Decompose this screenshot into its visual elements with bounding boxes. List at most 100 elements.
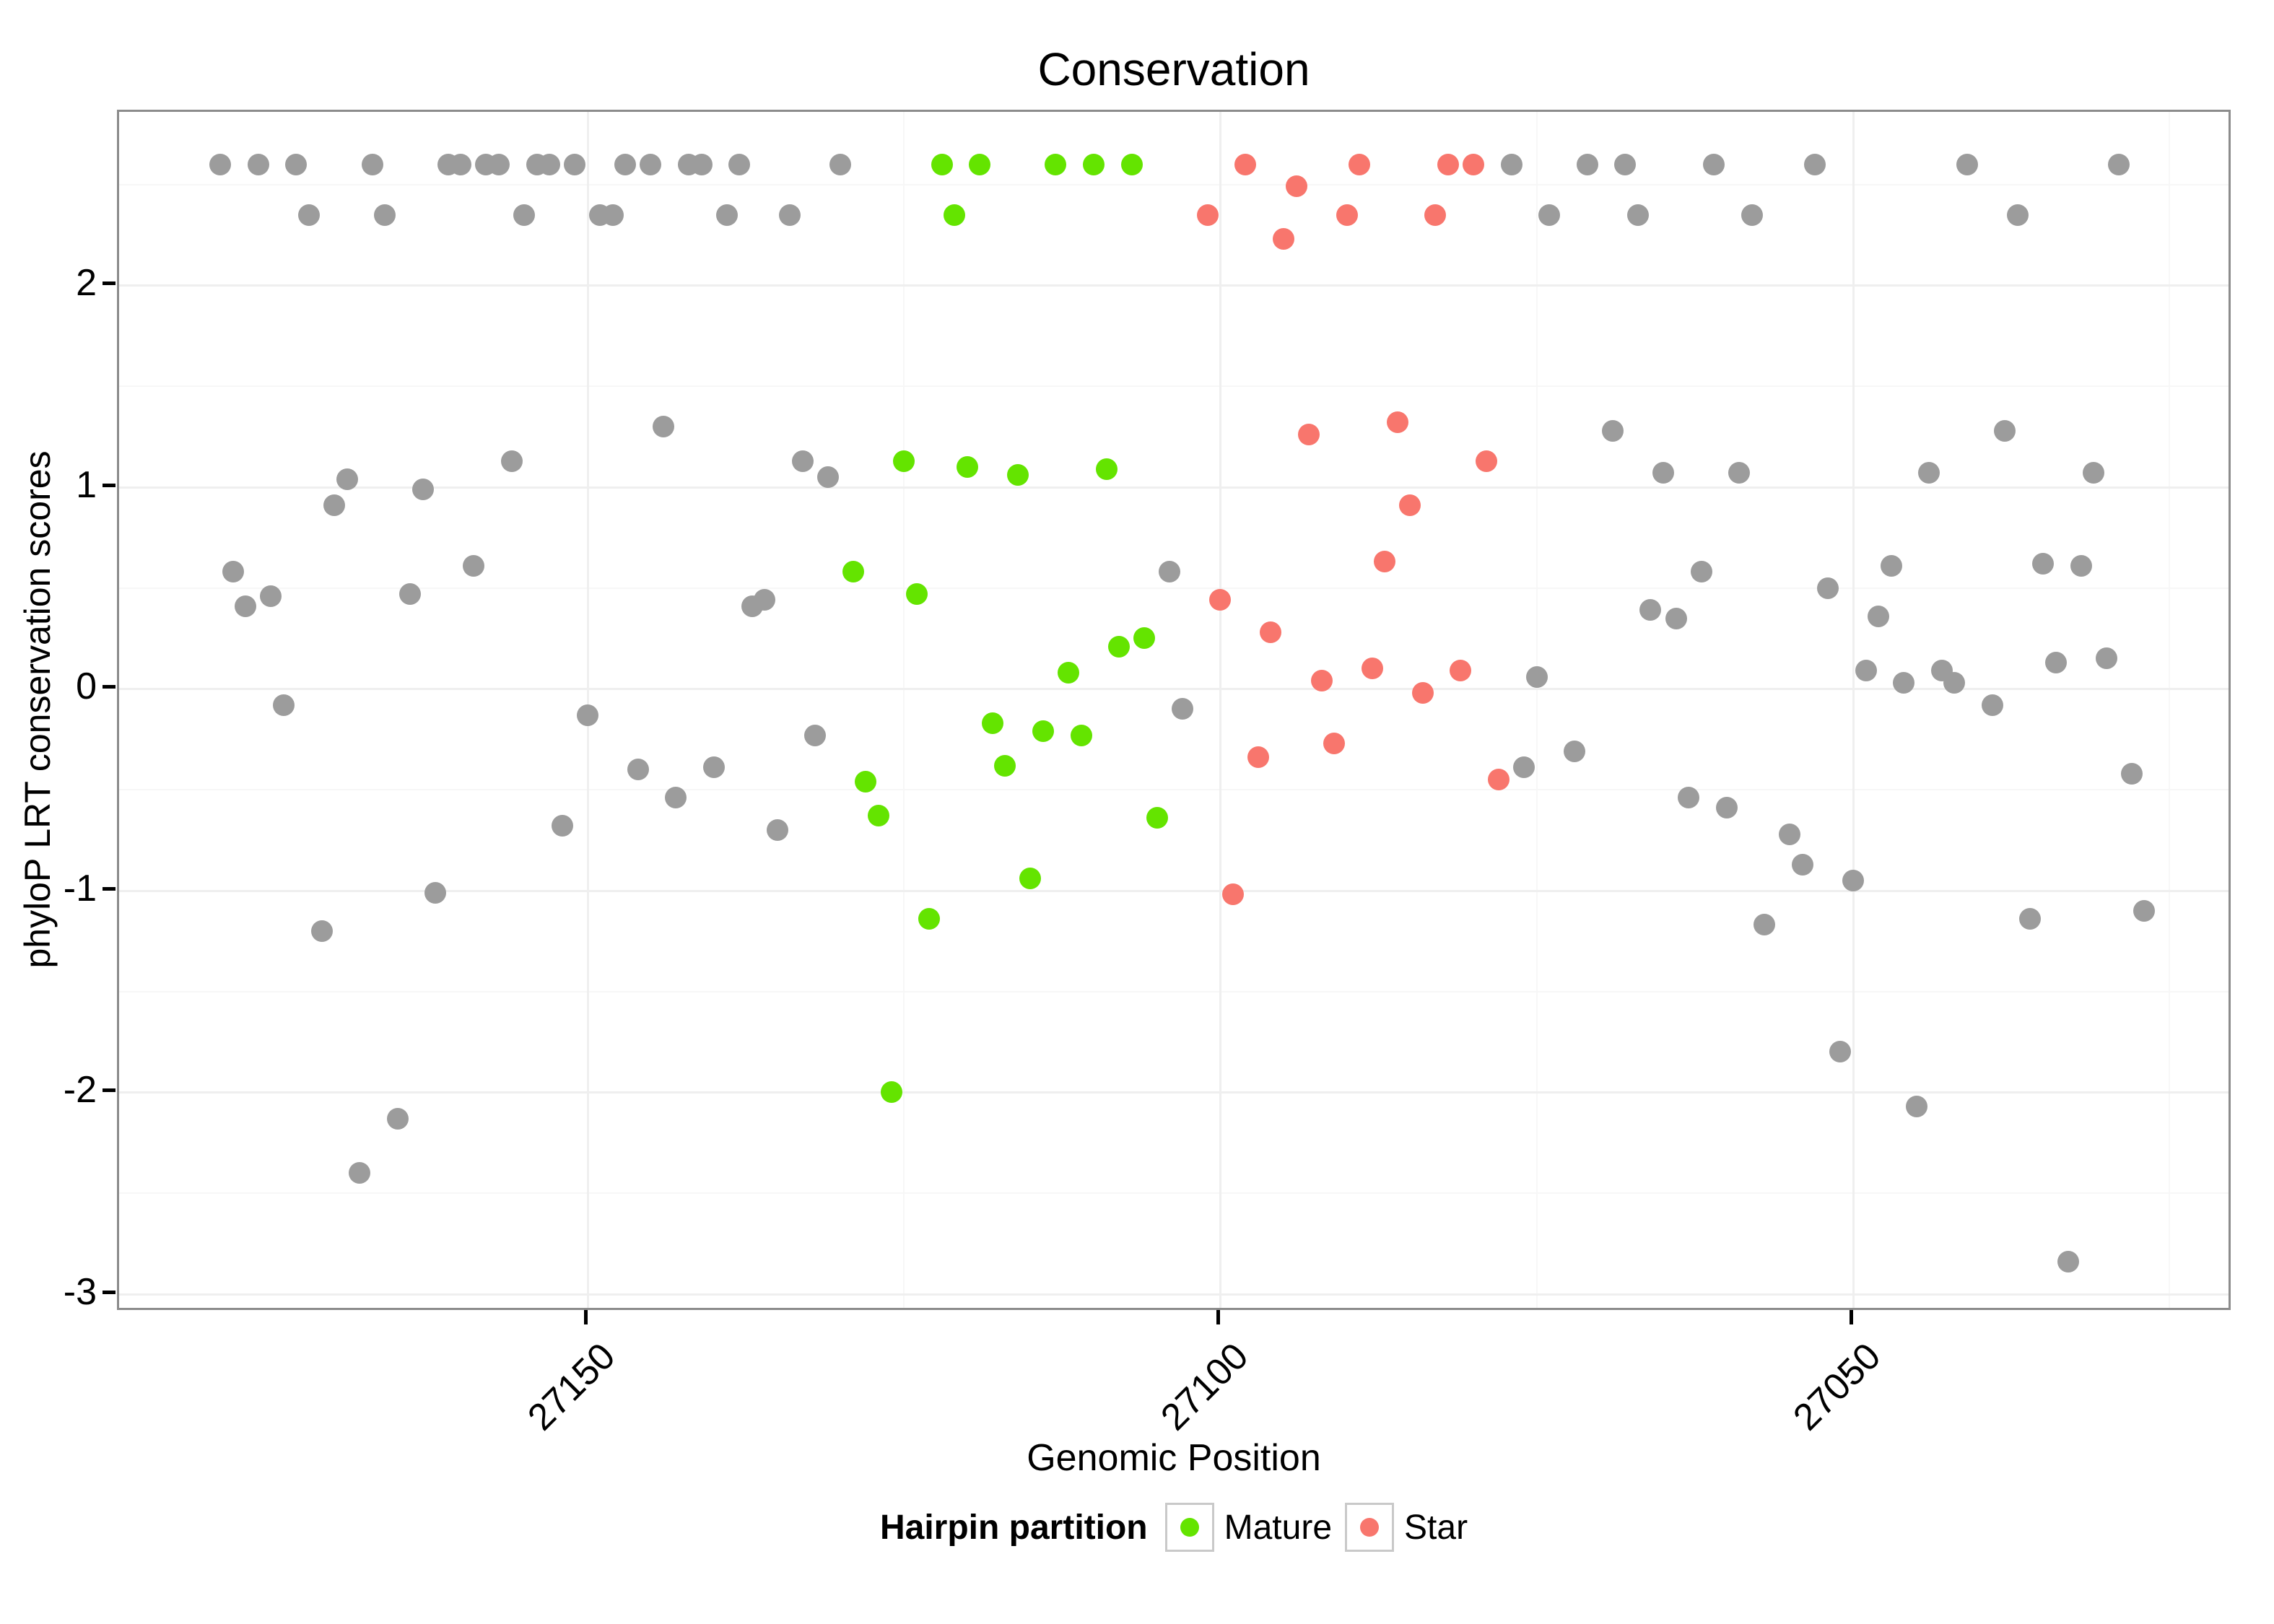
data-point — [1285, 175, 1307, 198]
y-major-gridline — [119, 688, 2229, 691]
data-point — [627, 759, 649, 781]
legend-item-star: Star — [1345, 1503, 1468, 1552]
data-point — [1108, 635, 1131, 658]
data-point — [1804, 153, 1826, 175]
y-minor-gridline — [119, 1192, 2229, 1195]
y-minor-gridline — [119, 789, 2229, 791]
x-minor-gridline — [903, 112, 905, 1308]
data-point — [2120, 762, 2143, 785]
data-point — [1500, 153, 1522, 175]
data-point — [399, 582, 422, 605]
y-minor-gridline — [119, 990, 2229, 992]
data-point — [1386, 411, 1408, 434]
data-point — [310, 920, 333, 942]
data-point — [905, 582, 928, 605]
data-point — [1361, 658, 1383, 680]
data-point — [754, 589, 776, 611]
legend-dot-icon — [1180, 1518, 1199, 1537]
data-point — [1918, 462, 1940, 484]
y-major-gridline — [119, 889, 2229, 892]
data-point — [222, 561, 244, 583]
data-point — [2095, 647, 2117, 670]
y-major-gridline — [119, 284, 2229, 287]
data-point — [1626, 204, 1649, 226]
x-major-gridline — [1852, 112, 1855, 1308]
data-point — [1601, 419, 1624, 442]
y-tick-mark — [103, 886, 116, 891]
data-point — [2032, 553, 2054, 575]
data-point — [1893, 671, 1915, 694]
data-point — [209, 153, 232, 175]
data-point — [349, 1162, 371, 1184]
data-point — [2108, 153, 2130, 175]
data-point — [1842, 869, 1864, 891]
data-point — [2019, 907, 2042, 930]
data-point — [247, 153, 269, 175]
data-point — [2006, 204, 2029, 226]
data-point — [1816, 577, 1839, 599]
legend-label-star: Star — [1404, 1508, 1468, 1547]
data-point — [1221, 883, 1244, 906]
data-point — [1956, 153, 1978, 175]
data-point — [1424, 204, 1447, 226]
x-tick-mark — [1216, 1310, 1221, 1324]
data-point — [576, 704, 598, 726]
data-point — [1791, 853, 1813, 876]
data-point — [855, 770, 877, 793]
x-tick-mark — [1850, 1310, 1853, 1324]
data-point — [1678, 787, 1700, 809]
data-point — [1652, 462, 1675, 484]
data-point — [1525, 665, 1548, 688]
data-point — [1374, 551, 1396, 573]
data-point — [1336, 204, 1358, 226]
data-point — [1298, 424, 1320, 446]
data-point — [1741, 204, 1763, 226]
y-tick-mark — [103, 685, 116, 689]
data-point — [893, 450, 915, 472]
data-point — [1070, 724, 1092, 746]
y-tick-mark — [103, 483, 116, 487]
data-point — [2083, 462, 2105, 484]
data-point — [1639, 599, 1662, 621]
data-point — [1045, 153, 1067, 175]
data-point — [424, 881, 447, 904]
y-tick-label: 2 — [76, 262, 97, 305]
x-axis-title: Genomic Position — [1027, 1437, 1321, 1479]
data-point — [2133, 899, 2156, 922]
data-point — [1399, 494, 1421, 517]
data-point — [640, 153, 662, 175]
y-minor-gridline — [119, 385, 2229, 388]
data-point — [1095, 458, 1118, 480]
legend-title: Hairpin partition — [879, 1508, 1148, 1547]
data-point — [1146, 807, 1168, 829]
data-point — [1728, 462, 1751, 484]
data-point — [1006, 464, 1029, 486]
data-point — [1349, 153, 1371, 175]
plot-panel — [117, 110, 2231, 1310]
data-point — [1513, 756, 1535, 779]
data-point — [994, 754, 1016, 777]
data-point — [1323, 732, 1346, 754]
data-point — [235, 595, 257, 617]
y-tick-label: 1 — [76, 463, 97, 506]
legend-dot-icon — [1360, 1518, 1380, 1537]
data-point — [791, 450, 814, 472]
data-point — [2070, 554, 2092, 577]
data-point — [1234, 153, 1257, 175]
data-point — [500, 450, 523, 472]
data-point — [1057, 661, 1079, 684]
data-point — [1159, 561, 1181, 583]
data-point — [1994, 419, 2016, 442]
data-point — [374, 204, 396, 226]
data-point — [285, 153, 308, 175]
data-point — [703, 756, 726, 779]
data-point — [1310, 670, 1333, 692]
y-major-gridline — [119, 486, 2229, 489]
data-point — [1450, 660, 1472, 682]
data-point — [487, 153, 510, 175]
data-point — [1475, 450, 1497, 472]
data-point — [386, 1107, 409, 1130]
data-point — [1614, 153, 1637, 175]
data-point — [462, 554, 484, 577]
x-tick-label: 27050 — [1785, 1335, 1889, 1439]
